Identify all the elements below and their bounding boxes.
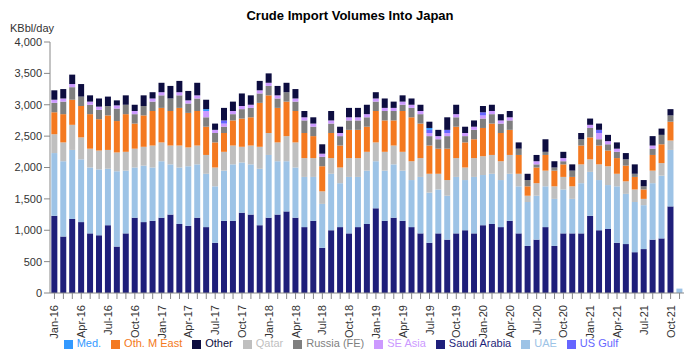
svg-text:Apr-20: Apr-20 [504, 305, 516, 338]
svg-text:3,500: 3,500 [14, 67, 42, 79]
html-text:KBbl/day: KBbl/day [10, 22, 54, 34]
svg-text:Jul-16: Jul-16 [102, 305, 114, 335]
svg-text:Oct-19: Oct-19 [450, 305, 462, 338]
html-text:Oth. M East: Oth. M East [124, 337, 183, 349]
svg-text:Jan-20: Jan-20 [477, 305, 489, 339]
svg-text:1,500: 1,500 [14, 193, 42, 205]
svg-text:Oct-21: Oct-21 [665, 305, 677, 338]
svg-text:Jan-16: Jan-16 [48, 305, 60, 339]
svg-text:Oct-16: Oct-16 [129, 305, 141, 338]
html-text:US Gulf: US Gulf [579, 337, 619, 349]
svg-text:Oct-18: Oct-18 [343, 305, 355, 338]
svg-text:Jul-18: Jul-18 [316, 305, 328, 335]
svg-text:1,000: 1,000 [14, 224, 42, 236]
svg-text:Jul-17: Jul-17 [209, 305, 221, 335]
svg-text:Apr-18: Apr-18 [290, 305, 302, 338]
html-text:Qatar: Qatar [255, 337, 284, 349]
svg-text:Jul-20: Jul-20 [531, 305, 543, 335]
svg-text:Apr-16: Apr-16 [75, 305, 87, 338]
svg-text:4,000: 4,000 [14, 36, 42, 48]
svg-text:2,000: 2,000 [14, 161, 42, 173]
svg-text:500: 500 [24, 256, 42, 268]
html-text:Russia (FE): Russia (FE) [306, 337, 365, 349]
svg-text:Jan-21: Jan-21 [584, 305, 596, 339]
svg-text:Jan-19: Jan-19 [370, 305, 382, 339]
svg-text:Jan-17: Jan-17 [156, 305, 168, 339]
html-text:Med.: Med. [76, 337, 102, 349]
svg-text:0: 0 [36, 287, 42, 299]
svg-text:2,500: 2,500 [14, 130, 42, 142]
svg-text:Jul-19: Jul-19 [424, 305, 436, 335]
svg-text:Jul-21: Jul-21 [638, 305, 650, 335]
html-text:Other: Other [205, 337, 233, 349]
svg-text:3,000: 3,000 [14, 99, 42, 111]
html-text:Saudi Arabia: Saudi Arabia [448, 337, 512, 349]
svg-text:Jan-18: Jan-18 [263, 305, 275, 339]
svg-text:Apr-19: Apr-19 [397, 305, 409, 338]
html-text:UAE: UAE [534, 337, 557, 349]
svg-text:Oct-17: Oct-17 [236, 305, 248, 338]
svg-text:Oct-20: Oct-20 [557, 305, 569, 338]
svg-text:Apr-21: Apr-21 [611, 305, 623, 338]
html-text:SE Asia: SE Asia [387, 337, 426, 349]
svg-text:Apr-17: Apr-17 [182, 305, 194, 338]
html-text:Crude Import Volumes Into Japa: Crude Import Volumes Into Japan [246, 8, 454, 23]
